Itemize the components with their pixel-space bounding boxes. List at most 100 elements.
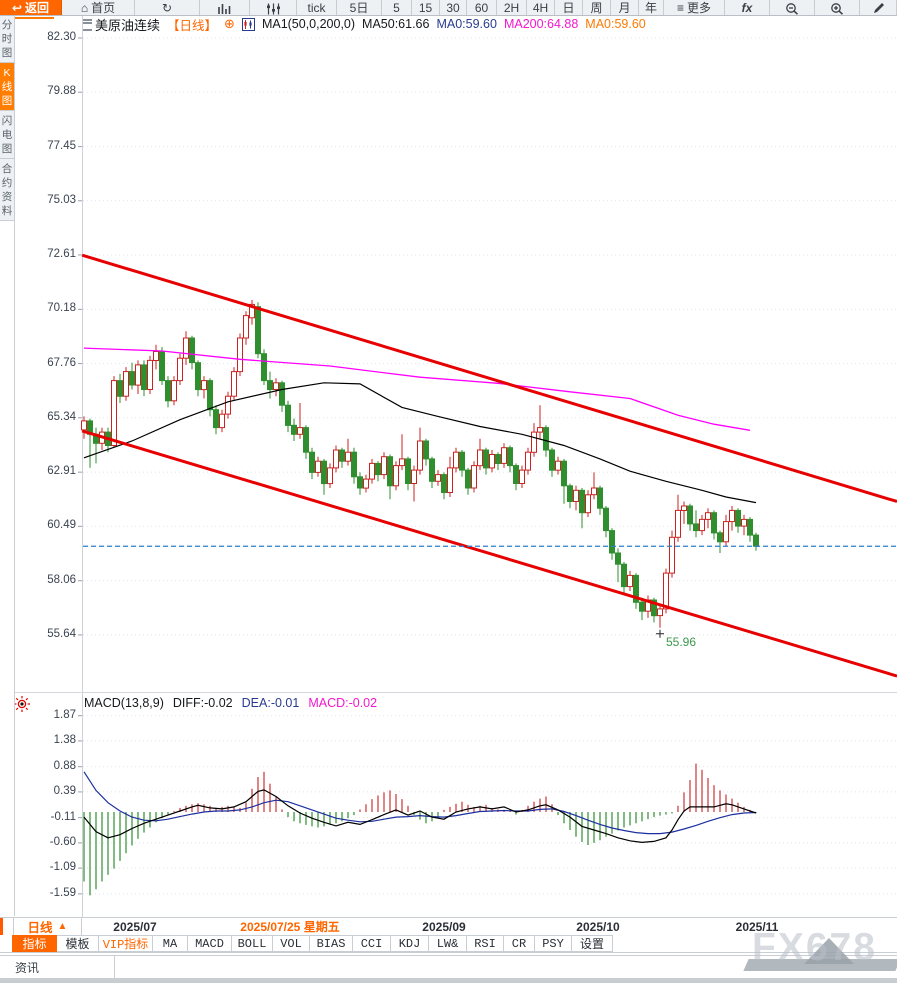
bottom-strip [0, 978, 897, 983]
period-tag: 【日线】 [167, 18, 218, 33]
indicator-settings-sun-icon[interactable] [13, 695, 31, 718]
price-axis-label: 79.88 [47, 85, 76, 98]
indicator-button-9[interactable]: CCI [353, 935, 391, 952]
indicator-button-11[interactable]: LW& [429, 935, 467, 952]
price-axis-label: 70.18 [47, 302, 76, 315]
home-icon: ⌂ [80, 1, 89, 15]
toolbar-button-5d[interactable]: 5日 [337, 0, 382, 15]
indicator-button-10[interactable]: KDJ [391, 935, 429, 952]
ma200-value: MA200:64.88 [503, 17, 579, 31]
toolbar-button-zoom-in[interactable] [815, 0, 860, 15]
indicator-button-7[interactable]: VOL [273, 935, 310, 952]
price-axis-label: 77.45 [47, 139, 76, 152]
indicator-button-15[interactable]: 设置 [572, 935, 613, 952]
toolbar-button-more[interactable]: ≡ 更多 [664, 0, 725, 15]
status-bar: 资讯 [0, 955, 897, 979]
refresh-icon: ↻ [161, 1, 173, 15]
sliders-icon [266, 3, 281, 15]
x-axis-label-4: 2025/10 [576, 920, 620, 934]
ma-settings-label: MA1(50,0,200,0) [261, 17, 356, 31]
macd-axis-label: -1.09 [49, 861, 76, 874]
indicator-button-5[interactable]: MACD [188, 935, 232, 952]
indicator-button-8[interactable]: BIAS [310, 935, 353, 952]
toolbar-button-p60[interactable]: 60 [467, 0, 497, 15]
indicator-button-13[interactable]: CR [504, 935, 535, 952]
sidebar-tab-3[interactable]: 闪电图 [0, 111, 14, 159]
ma0-orange-value: MA0:59.60 [585, 17, 646, 31]
macd-diff-value: DIFF:-0.02 [172, 695, 233, 710]
x-axis-selected-date: 2025/07/25 星期五 [240, 920, 340, 934]
price-axis-label: 75.03 [47, 193, 76, 206]
indicator-button-4[interactable]: MA [153, 935, 188, 952]
macd-macd-value: MACD:-0.02 [308, 695, 378, 710]
toolbar-button-bar-chart[interactable] [200, 0, 250, 15]
legend-menu-icon[interactable] [83, 19, 92, 31]
toolbar-button-pmonth[interactable]: 月 [611, 0, 639, 15]
indicator-toolbar: 指标 模板 VIP指标 MA MACD BOLL VOL BIAS CCI KDJ LW& RSI CR… [0, 935, 897, 953]
macd-axis-label: 0.39 [53, 784, 76, 797]
ma0-blue-value: MA0:59.60 [436, 17, 497, 31]
sidebar-tab-1[interactable]: 分时图 [0, 15, 14, 63]
macd-axis-label: 0.88 [53, 759, 76, 772]
macd-axis-label: 1.87 [53, 708, 76, 721]
x-axis-row: 日线 ▲ 2025/07 2025/07/25 星期五 2025/09 2025/10… [0, 917, 897, 936]
zoom-in-icon [830, 2, 844, 15]
toolbar-button-pyear[interactable]: 年 [639, 0, 664, 15]
svg-text:55.96: 55.96 [666, 635, 696, 649]
toolbar-button-price-ladder[interactable] [250, 0, 297, 15]
toolbar-button-refresh[interactable]: ↻ [135, 0, 200, 15]
macd-dea-value: DEA:-0.01 [241, 695, 300, 710]
toolbar-button-p5[interactable]: 5 [382, 0, 412, 15]
axis-border [82, 15, 83, 917]
price-axis-label: 67.76 [47, 356, 76, 369]
macd-axis-label: -1.59 [49, 886, 76, 899]
indicator-button-14[interactable]: PSY [535, 935, 572, 952]
indicator-button-6[interactable]: BOLL [232, 935, 273, 952]
price-axis-label: 82.30 [47, 31, 76, 43]
toolbar-button-p30[interactable]: 30 [440, 0, 467, 15]
toolbar-button-p2h[interactable]: 2H [497, 0, 527, 15]
toolbar-button-draw[interactable] [860, 0, 897, 15]
toolbar-button-p15[interactable]: 15 [412, 0, 440, 15]
indicator-button-2[interactable]: 模板 [57, 935, 99, 952]
price-axis-label: 55.64 [47, 627, 76, 640]
axis-left-marker [0, 918, 3, 935]
period-selector[interactable]: 日线 ▲ [13, 918, 82, 935]
news-tab[interactable]: 资讯 [0, 956, 115, 978]
toolbar-button-back[interactable]: ↩ 返回 [0, 0, 62, 15]
indicator-button-3[interactable]: VIP指标 [99, 935, 153, 952]
ma50-value: MA50:61.66 [362, 17, 430, 31]
toolbar-button-zoom-out[interactable] [770, 0, 815, 15]
toolbar-button-p4h[interactable]: 4H [527, 0, 555, 15]
menu-icon: ≡ [676, 1, 684, 15]
macd-axis-label: -0.60 [49, 835, 76, 848]
chart-legend: 美原油连续 【日线】 ⊕ MA1(50,0,200,0) MA50:61.66 … [95, 16, 646, 33]
add-indicator-icon[interactable]: ⊕ [224, 16, 235, 31]
macd-axis-label: 1.38 [53, 733, 76, 746]
instrument-title: 美原油连续 [95, 17, 161, 33]
panel-separator [14, 692, 897, 693]
x-axis-label-3: 2025/09 [422, 920, 466, 934]
top-toolbar: ↩ 返回 ⌂ 首页 ↻ tick 5日 5 15 30 60 2H 4H 日周月年 ≡ 更多 fx [0, 0, 897, 16]
indicator-button-12[interactable]: RSI [467, 935, 504, 952]
toolbar-button-fx[interactable]: fx [725, 0, 770, 15]
toolbar-button-pweek[interactable]: 周 [583, 0, 611, 15]
period-selector-label: 日线 [27, 921, 53, 935]
price-axis-label: 58.06 [47, 573, 76, 586]
back-arrow-icon: ↩ [11, 1, 23, 15]
indicator-button-1[interactable]: 指标 [12, 935, 57, 952]
sidebar-tab-4[interactable]: 合约资料 [0, 159, 14, 221]
macd-title: MACD(13,8,9) [84, 695, 164, 710]
x-axis-label-1: 2025/07 [113, 920, 157, 934]
price-axis-label: 72.61 [47, 247, 76, 260]
toolbar-button-tick[interactable]: tick [297, 0, 337, 15]
x-axis-label-5: 2025/11 [735, 920, 779, 934]
period-selector-underline [12, 17, 54, 19]
candle-chart-icon[interactable] [241, 17, 255, 31]
toolbar-button-pday[interactable]: 日 [555, 0, 583, 15]
toolbar-button-home[interactable]: ⌂ 首页 [62, 0, 135, 15]
pencil-icon [872, 2, 885, 15]
